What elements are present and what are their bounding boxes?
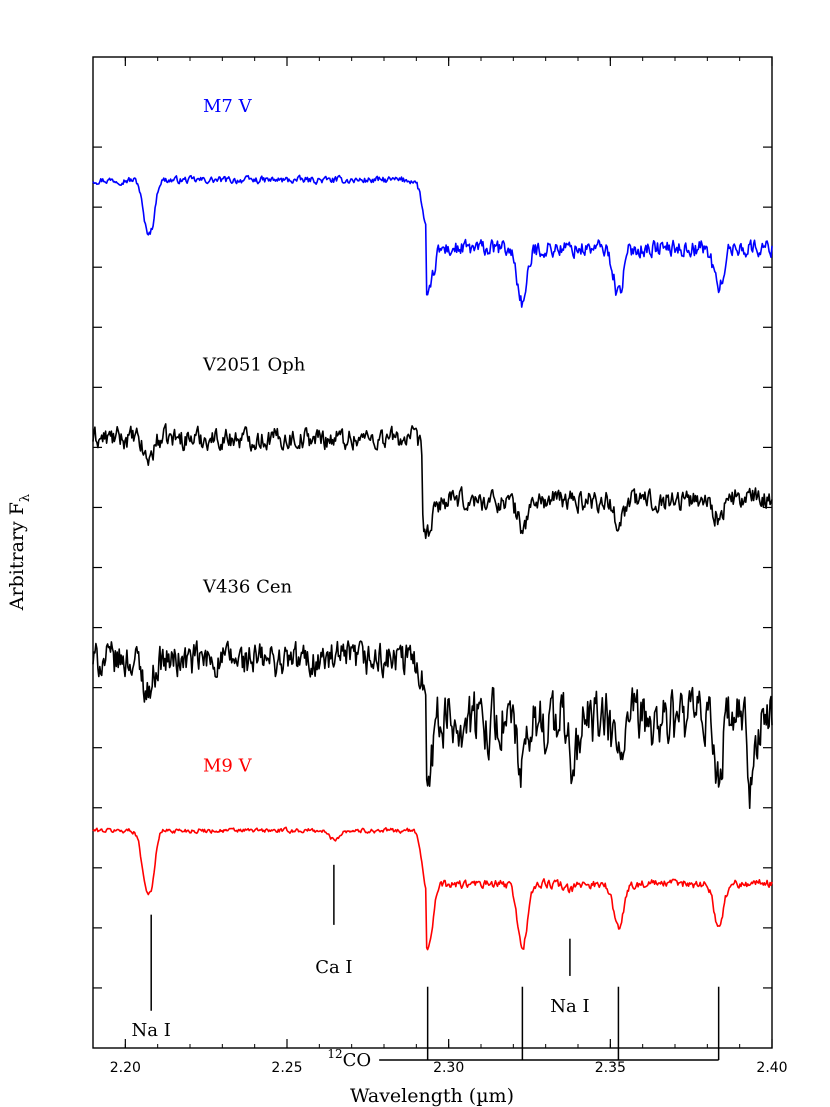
series-line bbox=[92, 174, 773, 308]
tick-layer: 2.20 2.25 2.30 2.35 2.40 bbox=[93, 57, 788, 1076]
series-layer: M7 V V2051 Oph V436 Cen M9 V bbox=[92, 96, 773, 951]
series-label: M9 V bbox=[203, 756, 253, 777]
x-tick-label: 2.30 bbox=[433, 1060, 464, 1076]
y-axis-title-base: Arbitrary F bbox=[6, 502, 28, 611]
co-label: 12CO bbox=[327, 1047, 371, 1071]
annotation-layer: Na I Ca I Na I 12CO bbox=[132, 864, 720, 1071]
na-i-right-label: Na I bbox=[550, 996, 589, 1017]
co-label-superscript: 12 bbox=[327, 1047, 342, 1061]
series-line bbox=[92, 423, 773, 540]
series-label: V2051 Oph bbox=[202, 354, 306, 375]
x-tick-label: 2.35 bbox=[595, 1060, 626, 1076]
series-line bbox=[92, 826, 773, 951]
y-axis-title: Arbitrary Fλ bbox=[6, 494, 33, 611]
x-axis-title: Wavelength (µm) bbox=[350, 1085, 514, 1107]
ca-i-label: Ca I bbox=[315, 957, 352, 978]
x-tick-label: 2.20 bbox=[110, 1060, 141, 1076]
y-axis-title-sub: λ bbox=[18, 494, 33, 502]
x-tick-label: 2.25 bbox=[271, 1060, 302, 1076]
series-label: M7 V bbox=[203, 96, 253, 117]
series-line bbox=[92, 640, 773, 810]
svg-text:Arbitrary Fλ: Arbitrary Fλ bbox=[6, 494, 33, 611]
x-tick-label: 2.40 bbox=[756, 1060, 787, 1076]
series-label: V436 Cen bbox=[202, 577, 293, 598]
co-label-text: CO bbox=[343, 1050, 372, 1071]
plot-frame bbox=[92, 56, 773, 1049]
na-i-left-label: Na I bbox=[132, 1020, 171, 1041]
